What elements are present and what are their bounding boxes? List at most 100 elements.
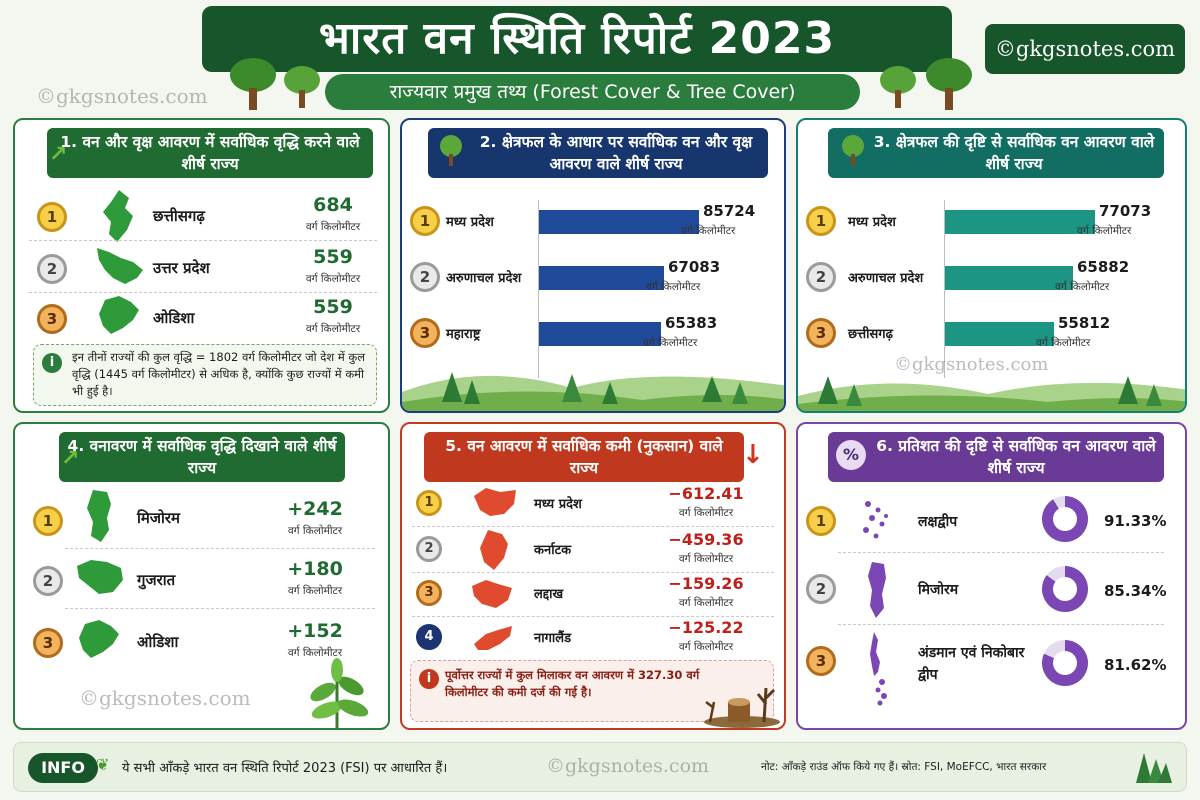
panel-forest-cover-loss: 5. वन आवरण में सर्वाधिक कमी (नुकसान) वाल… <box>400 422 786 730</box>
state-name: लद्दाख <box>534 587 564 602</box>
percentage-donut <box>1042 640 1088 686</box>
info-note: i इन तीनों राज्यों की कुल वृद्धि = 1802 … <box>33 344 377 406</box>
tree-icon <box>284 66 320 108</box>
value: +242 <box>287 498 343 520</box>
state-name: मध्य प्रदेश <box>446 215 494 230</box>
state-map-icon <box>77 560 123 594</box>
note-text: इन तीनों राज्यों की कुल वृद्धि = 1802 वर… <box>72 350 366 398</box>
plant-illustration <box>310 658 369 728</box>
rank-badge: 2 <box>806 574 836 604</box>
state-name: कर्नाटक <box>534 543 572 558</box>
unit-label: वर्ग किलोमीटर <box>643 337 698 349</box>
watermark: ©gkgsnotes.com <box>546 755 710 777</box>
watermark: ©gkgsnotes.com <box>36 84 208 108</box>
rank-badge: 2 <box>37 254 67 284</box>
state-name: अरुणाचल प्रदेश <box>848 271 924 286</box>
percentage-donut <box>1042 566 1088 612</box>
forest-landscape-illustration <box>798 376 1185 411</box>
value: −159.26 <box>668 574 744 593</box>
tree-icon <box>440 135 462 166</box>
percentage-value: 81.62% <box>1104 656 1167 674</box>
state-name: अंडमान एवं निकोबार द्वीप <box>918 645 1025 683</box>
trend-up-icon: ↗ <box>49 142 68 167</box>
value: 559 <box>313 296 353 318</box>
state-name: उत्तर प्रदेश <box>153 259 210 277</box>
value: 55812 <box>1058 314 1111 332</box>
panel-area-forest-tree-cover: 2. क्षेत्रफल के आधार पर सर्वाधिक वन और व… <box>400 118 786 413</box>
unit-label: वर्ग किलोमीटर <box>1077 225 1132 237</box>
panel-title: 5. वन आवरण में सर्वाधिक कमी (नुकसान) वाल… <box>424 432 744 482</box>
divider <box>65 608 375 609</box>
value: −612.41 <box>668 484 744 503</box>
unit-label: वर्ग किलोमीटर <box>1036 337 1091 349</box>
rank-badge: 3 <box>806 318 836 348</box>
state-name: मिजोरम <box>137 509 180 527</box>
brand-badge: ©gkgsnotes.com <box>985 24 1185 74</box>
percentage-donut <box>1042 496 1088 542</box>
rank-badge: 3 <box>806 646 836 676</box>
state-name: लक्षद्वीप <box>918 514 958 530</box>
info-badge: INFO <box>28 753 98 783</box>
panel-title-text: 3. क्षेत्रफल की दृष्टि से सर्वाधिक वन आव… <box>873 133 1155 173</box>
rank-badge: 2 <box>33 566 63 596</box>
panel-title-text: 2. क्षेत्रफल के आधार पर सर्वाधिक वन और व… <box>479 133 753 173</box>
page-title: भारत वन स्थिति रिपोर्ट 2023 <box>202 6 952 72</box>
state-map-icon <box>868 562 886 618</box>
arrow-down-icon: ↓ <box>742 440 764 470</box>
panel-title: 1. वन और वृक्ष आवरण में सर्वाधिक वृद्धि … <box>47 128 373 178</box>
unit-label: वर्ग किलोमीटर <box>678 597 734 609</box>
value: +152 <box>287 620 343 642</box>
bar <box>539 210 699 234</box>
unit-label: वर्ग किलोमीटर <box>287 585 343 597</box>
value: −125.22 <box>668 618 744 637</box>
bar <box>945 322 1054 346</box>
state-map-icon <box>474 626 512 650</box>
rank-badge: 3 <box>33 628 63 658</box>
panel-forest-cover-percentage: 6. प्रतिशत की दृष्टि से सर्वाधिक वन आवरण… <box>796 422 1187 730</box>
panel-forest-cover-increase: 4. वनावरण में सर्वाधिक वृद्धि दिखाने वाल… <box>13 422 390 730</box>
leaf-icon: ❦ <box>96 755 110 774</box>
rank-badge: 1 <box>416 490 442 516</box>
divider <box>838 624 1164 625</box>
rank-badge: 1 <box>806 206 836 236</box>
rank-badge: 1 <box>410 206 440 236</box>
unit-label: वर्ग किलोमीटर <box>678 641 734 653</box>
unit-label: वर्ग किलोमीटर <box>287 525 343 537</box>
chart-axis <box>538 200 539 378</box>
state-map-icon <box>87 490 111 542</box>
source-note: नोट: आँकड़े राउंड ऑफ किये गए हैं। स्रोत:… <box>761 761 1047 773</box>
panel-title: 2. क्षेत्रफल के आधार पर सर्वाधिक वन और व… <box>428 128 768 178</box>
state-map-icon <box>480 530 508 570</box>
value: 85724 <box>703 202 756 220</box>
state-name: महाराष्ट्र <box>446 327 481 342</box>
state-map-icon <box>870 632 887 706</box>
note-text: पूर्वोत्तर राज्यों में कुल मिलाकर वन आवर… <box>445 668 700 699</box>
state-name: अरुणाचल प्रदेश <box>446 271 522 286</box>
panel-title-text: 5. वन आवरण में सर्वाधिक कमी (नुकसान) वाल… <box>445 437 723 477</box>
unit-label: वर्ग किलोमीटर <box>1055 281 1110 293</box>
divider <box>29 240 377 241</box>
rank-badge: 2 <box>416 536 442 562</box>
chart-axis <box>944 200 945 378</box>
state-name: गुजरात <box>137 571 176 589</box>
value: 67083 <box>668 258 721 276</box>
rank-badge: 3 <box>37 304 67 334</box>
footer: INFO ❦ ये सभी आँकड़े भारत वन स्थिति रिपो… <box>13 742 1187 792</box>
rank-badge: 1 <box>33 506 63 536</box>
panel-area-forest-cover: 3. क्षेत्रफल की दृष्टि से सर्वाधिक वन आव… <box>796 118 1187 413</box>
tree-icon <box>228 58 278 110</box>
panel-title-text: 6. प्रतिशत की दृष्टि से सर्वाधिक वन आवरण… <box>876 437 1156 477</box>
state-map-icon <box>103 190 133 242</box>
panel-title-text: 4. वनावरण में सर्वाधिक वृद्धि दिखाने वाल… <box>67 437 337 477</box>
state-map-icon <box>97 248 143 284</box>
value: +180 <box>287 558 343 580</box>
unit-label: वर्ग किलोमीटर <box>646 281 701 293</box>
state-name: मिजोरम <box>918 582 959 598</box>
bar <box>945 210 1095 234</box>
tree-icon <box>924 58 974 110</box>
unit-label: वर्ग किलोमीटर <box>305 273 361 285</box>
rank-badge: 1 <box>37 202 67 232</box>
info-icon: i <box>419 669 439 689</box>
value: 65882 <box>1077 258 1130 276</box>
unit-label: वर्ग किलोमीटर <box>681 225 736 237</box>
